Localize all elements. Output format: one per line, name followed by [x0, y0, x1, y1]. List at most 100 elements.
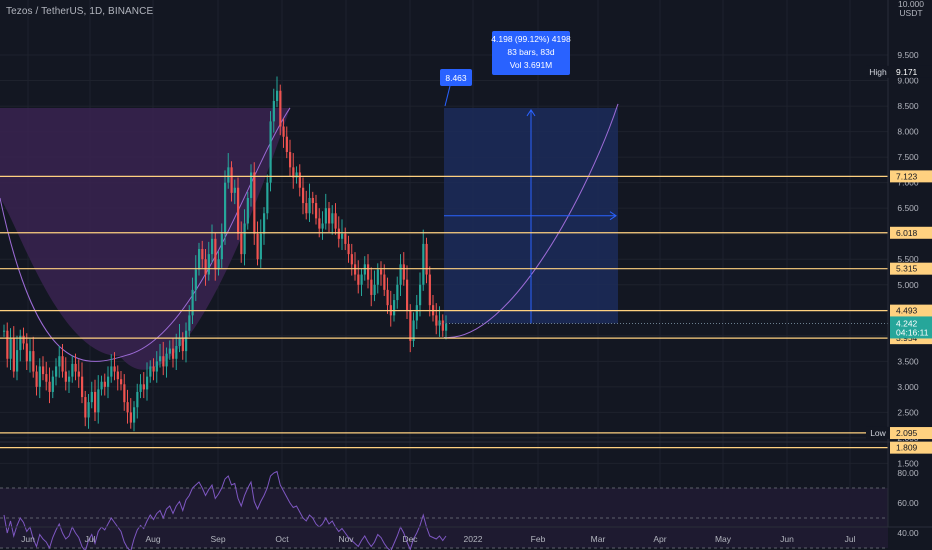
- price-tag-label-bg: [866, 65, 890, 78]
- candle-body: [107, 376, 110, 387]
- candle-body: [100, 381, 103, 390]
- candle-body: [71, 363, 74, 377]
- candle-body: [42, 366, 45, 375]
- price-tick-label: 7.000: [897, 178, 919, 188]
- candle-body: [272, 100, 275, 122]
- price-tag-bg: [890, 441, 932, 454]
- time-tick-label: Feb: [531, 534, 546, 544]
- price-tag-label: Low: [870, 428, 886, 438]
- candle-body: [370, 279, 373, 295]
- candle-body: [58, 356, 61, 367]
- candle-body: [350, 254, 353, 265]
- candle-body: [227, 167, 230, 183]
- candle-body: [32, 351, 35, 372]
- time-tick-label: Sep: [210, 534, 225, 544]
- candle-body: [412, 320, 415, 341]
- time-tick-label: May: [715, 534, 732, 544]
- price-tick-label: 9.000: [897, 76, 919, 86]
- candle-body: [233, 187, 236, 193]
- candle-body: [422, 243, 425, 285]
- candle-body: [25, 343, 28, 362]
- candle-body: [155, 361, 158, 372]
- candle-body: [165, 353, 168, 367]
- candle-body: [321, 223, 324, 229]
- candle-body: [185, 330, 188, 352]
- price-tag-value: 6.018: [896, 228, 918, 238]
- price-tag-value: 5.315: [896, 264, 918, 274]
- candle-body: [126, 402, 129, 413]
- candle-body: [211, 238, 214, 255]
- candle-body: [305, 203, 308, 214]
- price-tag-bg: [890, 304, 932, 317]
- candle-body: [22, 335, 25, 344]
- candle-body: [68, 376, 71, 382]
- candle-body: [441, 320, 444, 331]
- candle-body: [357, 274, 360, 285]
- time-tick-label: Jul: [845, 534, 856, 544]
- candle-body: [253, 172, 256, 234]
- candle-body: [162, 356, 165, 367]
- price-tag-value: 2.095: [896, 428, 918, 438]
- price-tag-bg: [890, 170, 932, 183]
- candle-body: [289, 152, 292, 168]
- chart-title: Tezos / TetherUS, 1D, BINANCE: [6, 6, 154, 17]
- candle-body: [256, 233, 259, 260]
- candle-body: [445, 323, 448, 331]
- candle-body: [285, 136, 288, 153]
- candle-body: [435, 315, 438, 326]
- candle-body: [139, 384, 142, 392]
- candle-body: [214, 238, 217, 270]
- candle-body: [175, 346, 178, 359]
- candle-body: [220, 233, 223, 260]
- candle-body: [152, 366, 155, 372]
- candle-body: [425, 243, 428, 275]
- candle-body: [282, 126, 285, 137]
- candle-body: [318, 218, 321, 229]
- price-tick-label: 7.500: [897, 152, 919, 162]
- time-tick-label: Jun: [780, 534, 794, 544]
- candle-body: [415, 305, 418, 321]
- rsi-tick-label: 60.00: [897, 498, 919, 508]
- candle-body: [16, 350, 19, 372]
- candle-body: [198, 249, 201, 270]
- candle-body: [269, 121, 272, 183]
- price-axis-unit: USDT: [899, 8, 922, 18]
- rsi-tick-label: 40.00: [897, 528, 919, 538]
- candle-body: [331, 213, 334, 224]
- price-tag-bg: [890, 226, 932, 239]
- time-tick-label: Dec: [402, 534, 418, 544]
- cup-curve-right: [443, 103, 619, 338]
- rsi-tick-label: 80.00: [897, 468, 919, 478]
- time-tick-label: Oct: [275, 534, 289, 544]
- price-tag-bg: [890, 262, 932, 275]
- candle-body: [419, 284, 422, 306]
- candle-body: [406, 279, 409, 311]
- candle-body: [399, 264, 402, 285]
- candle-body: [172, 348, 175, 359]
- candle-body: [243, 223, 246, 255]
- candle-body: [90, 391, 93, 403]
- candle-body: [45, 374, 48, 382]
- candle-body: [120, 379, 123, 385]
- candle-body: [354, 264, 357, 275]
- candle-body: [347, 243, 350, 255]
- candle-body: [276, 90, 279, 101]
- candle-body: [409, 310, 412, 341]
- price-tag-label: High: [869, 67, 887, 77]
- candle-body: [110, 366, 113, 377]
- price-tag-value: 4.493: [896, 306, 918, 316]
- candle-body: [94, 391, 97, 413]
- candle-body: [396, 284, 399, 301]
- candle-body: [341, 233, 344, 239]
- time-tick-label: Mar: [591, 534, 606, 544]
- candle-body: [373, 284, 376, 295]
- candle-body: [292, 167, 295, 178]
- candle-body: [129, 412, 132, 423]
- candle-body: [344, 233, 347, 244]
- projection-arrow-head-up: [526, 109, 536, 117]
- candle-body: [159, 356, 162, 362]
- candle-body: [81, 376, 84, 398]
- candle-body: [201, 249, 204, 260]
